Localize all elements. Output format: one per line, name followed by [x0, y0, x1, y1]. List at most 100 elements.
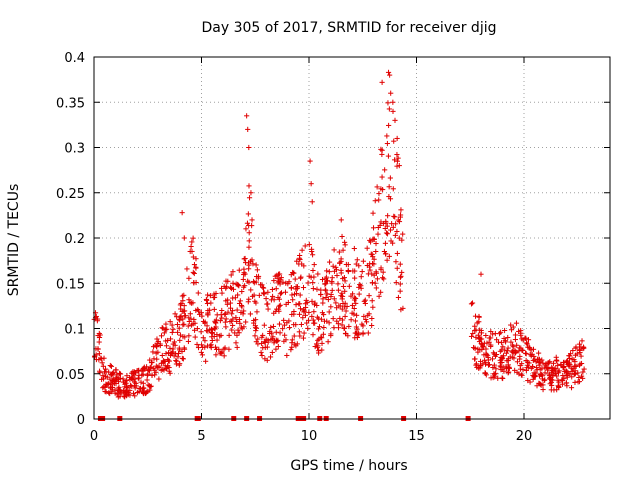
data-point: [316, 324, 323, 330]
data-point: [315, 337, 321, 343]
y-tick-label: 0.1: [64, 323, 85, 338]
data-point: [335, 325, 342, 331]
data-point: [480, 344, 487, 350]
data-point: [264, 301, 270, 307]
data-point: [163, 350, 169, 357]
data-point: [473, 327, 479, 333]
data-point: [242, 283, 248, 289]
data-point: [253, 317, 259, 323]
data-point: [100, 363, 106, 369]
data-point: [234, 318, 240, 325]
data-point: [227, 305, 234, 311]
data-point: [246, 230, 252, 236]
data-point: [391, 157, 398, 163]
data-point: [140, 380, 146, 386]
data-point: [125, 389, 132, 395]
data-point: [572, 371, 578, 377]
data-point: [297, 301, 303, 307]
data-point: [255, 341, 261, 347]
data-point: [299, 261, 305, 267]
data-point: [470, 330, 476, 337]
data-point: [383, 220, 389, 226]
data-point: [106, 390, 112, 396]
data-point: [370, 254, 376, 260]
data-point: [472, 323, 478, 329]
y-tick-label: 0.25: [56, 187, 85, 202]
data-point: [387, 72, 393, 78]
data-point: [391, 138, 397, 144]
data-point: [264, 344, 270, 350]
data-point: [182, 313, 188, 319]
data-point: [95, 346, 101, 352]
data-point: [571, 371, 577, 377]
data-point: [223, 285, 229, 291]
data-point: [568, 385, 575, 391]
data-point: [189, 248, 195, 255]
data-point: [164, 366, 170, 372]
data-point: [246, 244, 252, 250]
data-point: [508, 339, 514, 345]
data-point: [230, 322, 236, 329]
data-point: [325, 296, 331, 303]
data-point: [188, 243, 194, 250]
data-point: [101, 355, 107, 361]
data-point: [395, 155, 401, 161]
data-point: [496, 331, 503, 337]
data-point: [340, 283, 347, 290]
data-point: [98, 356, 104, 362]
data-point: [318, 316, 325, 322]
data-point: [268, 297, 275, 303]
data-point: [337, 260, 343, 266]
data-point: [579, 338, 585, 344]
data-point: [341, 274, 347, 281]
data-point: [378, 186, 384, 192]
data-point: [385, 213, 391, 219]
data-point: [285, 299, 291, 306]
data-point: [243, 226, 249, 232]
data-point: [373, 285, 379, 291]
data-point: [260, 284, 266, 291]
data-point: [239, 326, 245, 332]
data-point: [530, 346, 537, 352]
data-point: [485, 362, 492, 368]
data-point: [314, 314, 320, 320]
data-point: [538, 381, 544, 387]
data-point: [273, 329, 279, 335]
data-point: [244, 220, 251, 226]
data-point: [491, 371, 497, 377]
data-point: [147, 387, 153, 393]
data-point: [569, 368, 575, 375]
data-point: [354, 334, 360, 341]
data-point: [214, 331, 220, 338]
data-point: [222, 311, 228, 317]
data-point: [248, 258, 254, 264]
data-point: [93, 313, 99, 320]
data-point: [342, 313, 348, 320]
data-point: [102, 388, 108, 395]
data-point: [578, 344, 584, 350]
data-point: [483, 372, 489, 378]
data-point: [138, 379, 144, 385]
data-point: [230, 269, 236, 275]
data-point: [315, 326, 322, 332]
data-point: [506, 369, 512, 375]
data-point: [365, 330, 371, 336]
data-point: [225, 309, 231, 315]
data-point: [190, 269, 196, 276]
data-point: [218, 332, 224, 338]
data-point: [342, 239, 348, 245]
data-point: [193, 256, 199, 262]
data-point: [572, 363, 578, 370]
data-point: [329, 280, 335, 286]
data-point: [204, 292, 211, 298]
data-point: [165, 363, 171, 369]
data-point: [324, 268, 330, 274]
data-point: [547, 359, 553, 365]
data-point: [202, 344, 208, 350]
data-point: [340, 247, 346, 253]
data-point: [233, 340, 239, 346]
data-point: [334, 272, 340, 279]
data-point: [246, 296, 252, 302]
data-point: [529, 363, 536, 370]
